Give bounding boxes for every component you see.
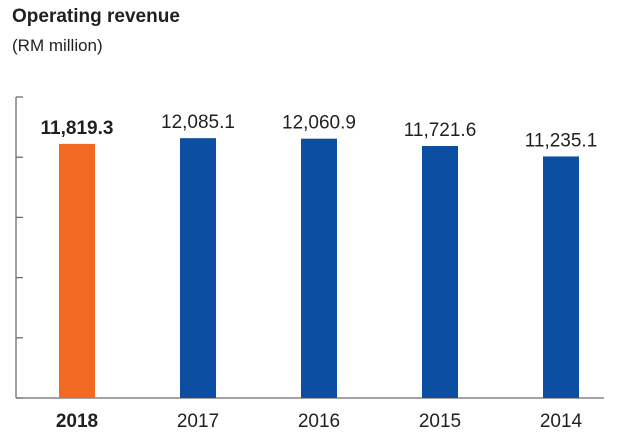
x-tick-label-2017: 2017 xyxy=(177,411,219,432)
bar-2014 xyxy=(543,156,579,398)
chart-title: Operating revenue xyxy=(12,6,180,27)
x-tick-label-2015: 2015 xyxy=(419,411,461,432)
bar-2018 xyxy=(59,143,95,398)
bar-2017 xyxy=(180,138,216,398)
x-tick-label-2014: 2014 xyxy=(540,411,583,432)
chart-subtitle: (RM million) xyxy=(12,36,103,55)
value-label-2017: 12,085.1 xyxy=(161,112,235,133)
value-label-2016: 12,060.9 xyxy=(282,113,356,134)
bar-2015 xyxy=(422,145,458,398)
x-tick-label-2016: 2016 xyxy=(298,411,340,432)
x-tick-label-2018: 2018 xyxy=(56,411,98,432)
value-label-2015: 11,721.6 xyxy=(404,120,477,141)
bar-2016 xyxy=(301,138,337,398)
value-label-2018: 11,819.3 xyxy=(41,118,114,139)
value-label-2014: 11,235.1 xyxy=(525,130,598,151)
